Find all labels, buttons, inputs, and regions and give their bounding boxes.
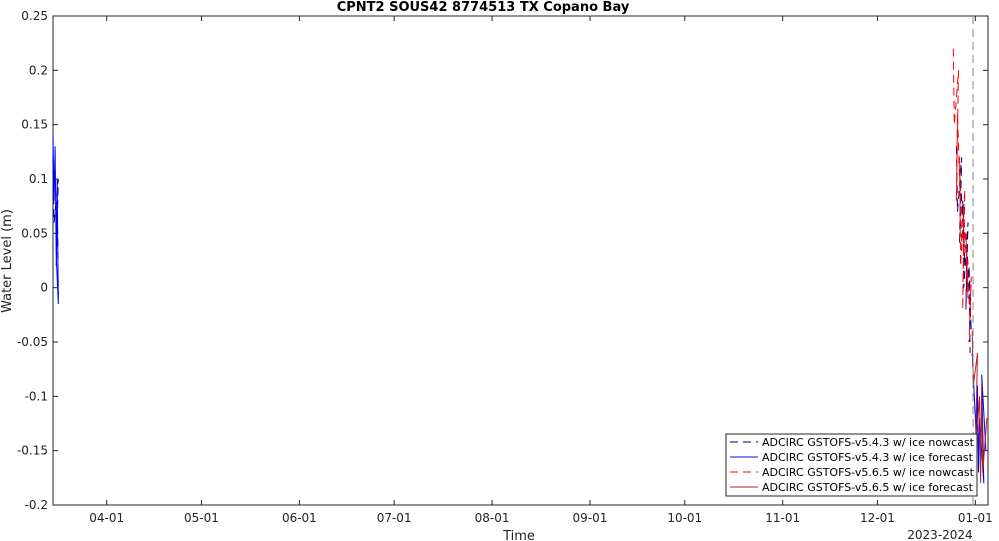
x-axis-year-label: 2023-2024: [907, 528, 972, 541]
series-3-line: [971, 331, 988, 484]
legend-box: [725, 433, 978, 497]
y-tick-label: 0.05: [21, 226, 48, 240]
x-tick-label: 04-01: [89, 511, 124, 525]
legend-label-1: ADCIRC GSTOFS-v5.4.3 w/ ice forecast: [762, 451, 974, 464]
x-tick-label: 12-01: [860, 511, 895, 525]
legend-label-2: ADCIRC GSTOFS-v5.6.5 w/ ice nowcast: [762, 466, 975, 479]
x-tick-label: 01-01: [958, 511, 993, 525]
y-tick-label: 0.25: [21, 9, 48, 23]
x-tick-label: 05-01: [184, 511, 219, 525]
series-1-line: [52, 135, 59, 305]
x-axis: 04-01 05-01 06-01 07-01 08-01 09-01 10-01 11-01…: [89, 16, 993, 525]
y-axis-label: Water Level (m): [0, 209, 15, 313]
x-tick-label: 11-01: [765, 511, 800, 525]
y-tick-label: -0.05: [17, 335, 48, 349]
y-tick-label: 0.15: [21, 118, 48, 132]
legend-label-0: ADCIRC GSTOFS-v5.4.3 w/ ice nowcast: [762, 436, 975, 449]
y-tick-label: -0.15: [17, 444, 48, 458]
chart-title: CPNT2 SOUS42 8774513 TX Copano Bay: [337, 0, 630, 15]
legend-label-3: ADCIRC GSTOFS-v5.6.5 w/ ice forecast: [762, 481, 974, 494]
x-tick-label: 07-01: [377, 511, 412, 525]
y-tick-label: 0.1: [29, 172, 48, 186]
y-tick-label: 0: [40, 281, 48, 295]
x-tick-label: 08-01: [475, 511, 510, 525]
legend: ADCIRC GSTOFS-v5.4.3 w/ ice nowcast ADCI…: [725, 433, 978, 497]
y-axis: -0.2 -0.15 -0.1 -0.05 0 0.05 0.1 0.15 0.2 0.25: [17, 9, 988, 512]
plot-area: [52, 15, 989, 506]
x-tick-label: 09-01: [573, 511, 608, 525]
y-tick-label: -0.2: [25, 498, 48, 512]
series-2-line: [952, 48, 972, 343]
x-tick-label: 06-01: [282, 511, 317, 525]
x-axis-label: Time: [502, 529, 535, 541]
x-tick-label: 10-01: [667, 511, 702, 525]
y-tick-label: -0.1: [25, 389, 48, 403]
series-0-line: [955, 146, 972, 353]
series-layer: [52, 16, 988, 505]
y-tick-label: 0.2: [29, 63, 48, 77]
